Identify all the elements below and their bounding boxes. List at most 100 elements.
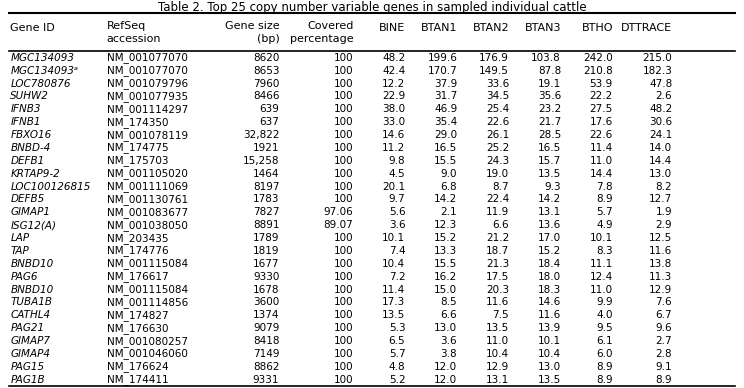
Text: 100: 100: [334, 233, 353, 243]
Text: LOC100126815: LOC100126815: [10, 182, 91, 192]
Text: BTAN2: BTAN2: [472, 23, 509, 33]
Text: 8.9: 8.9: [596, 362, 613, 372]
Text: 14.0: 14.0: [649, 143, 672, 153]
Text: 17.6: 17.6: [590, 117, 613, 127]
Text: 242.0: 242.0: [583, 53, 613, 63]
Text: 100: 100: [334, 169, 353, 179]
Text: 6.6: 6.6: [440, 310, 458, 320]
Text: 15.0: 15.0: [434, 284, 458, 294]
Text: 5.6: 5.6: [388, 207, 405, 217]
Text: 100: 100: [334, 130, 353, 140]
Text: 30.6: 30.6: [649, 117, 672, 127]
Text: 1789: 1789: [253, 233, 279, 243]
Text: CATHL4: CATHL4: [10, 310, 51, 320]
Text: NM_174827: NM_174827: [106, 310, 168, 321]
Text: 13.0: 13.0: [649, 169, 672, 179]
Text: PAG21: PAG21: [10, 323, 45, 333]
Text: 15,258: 15,258: [243, 156, 279, 166]
Text: BTAN3: BTAN3: [525, 23, 561, 33]
Text: 14.6: 14.6: [538, 298, 561, 307]
Text: 5.3: 5.3: [388, 323, 405, 333]
Text: 12.9: 12.9: [486, 362, 509, 372]
Text: NM_001077070: NM_001077070: [106, 65, 187, 76]
Text: 12.0: 12.0: [434, 375, 458, 385]
Text: 32,822: 32,822: [243, 130, 279, 140]
Text: 10.4: 10.4: [538, 349, 561, 359]
Text: 8.2: 8.2: [655, 182, 672, 192]
Text: 22.6: 22.6: [590, 130, 613, 140]
Text: 14.4: 14.4: [590, 169, 613, 179]
Text: 100: 100: [334, 182, 353, 192]
Text: 22.9: 22.9: [382, 92, 405, 102]
Text: 11.0: 11.0: [486, 336, 509, 346]
Text: 8418: 8418: [253, 336, 279, 346]
Text: 8.9: 8.9: [596, 375, 613, 385]
Text: (bp): (bp): [257, 35, 279, 45]
Text: 33.6: 33.6: [486, 79, 509, 88]
Text: 20.3: 20.3: [486, 284, 509, 294]
Text: 8653: 8653: [253, 66, 279, 76]
Text: BNBD10: BNBD10: [10, 284, 54, 294]
Text: 18.7: 18.7: [486, 246, 509, 256]
Text: RefSeq: RefSeq: [106, 21, 146, 31]
Text: 100: 100: [334, 104, 353, 114]
Text: 33.0: 33.0: [382, 117, 405, 127]
Text: 199.6: 199.6: [427, 53, 458, 63]
Text: NM_001038050: NM_001038050: [106, 220, 187, 231]
Text: 7.4: 7.4: [388, 246, 405, 256]
Text: 13.0: 13.0: [538, 362, 561, 372]
Text: 12.7: 12.7: [649, 194, 672, 204]
Text: 100: 100: [334, 375, 353, 385]
Text: 3.6: 3.6: [388, 220, 405, 230]
Text: Gene size: Gene size: [225, 21, 279, 31]
Text: 16.5: 16.5: [434, 143, 458, 153]
Text: NM_176630: NM_176630: [106, 323, 168, 334]
Text: 11.2: 11.2: [382, 143, 405, 153]
Text: NM_001115084: NM_001115084: [106, 258, 187, 269]
Text: 9.9: 9.9: [596, 298, 613, 307]
Text: 15.5: 15.5: [434, 259, 458, 269]
Text: BTAN1: BTAN1: [421, 23, 458, 33]
Text: 100: 100: [334, 323, 353, 333]
Text: 8.3: 8.3: [596, 246, 613, 256]
Text: 2.7: 2.7: [655, 336, 672, 346]
Text: 100: 100: [334, 79, 353, 88]
Text: 149.5: 149.5: [479, 66, 509, 76]
Text: 9.0: 9.0: [440, 169, 458, 179]
Text: NM_203435: NM_203435: [106, 233, 168, 244]
Text: 12.0: 12.0: [434, 362, 458, 372]
Text: NM_176624: NM_176624: [106, 361, 168, 372]
Text: 26.1: 26.1: [486, 130, 509, 140]
Text: 182.3: 182.3: [642, 66, 672, 76]
Text: 21.2: 21.2: [486, 233, 509, 243]
Text: 8862: 8862: [253, 362, 279, 372]
Text: 100: 100: [334, 156, 353, 166]
Text: 97.06: 97.06: [324, 207, 353, 217]
Text: 4.8: 4.8: [388, 362, 405, 372]
Text: GIMAP1: GIMAP1: [10, 207, 51, 217]
Text: 1464: 1464: [253, 169, 279, 179]
Text: 48.2: 48.2: [382, 53, 405, 63]
Text: 22.6: 22.6: [486, 117, 509, 127]
Text: NM_001114856: NM_001114856: [106, 297, 188, 308]
Text: 11.4: 11.4: [382, 284, 405, 294]
Text: 42.4: 42.4: [382, 66, 405, 76]
Text: 6.6: 6.6: [493, 220, 509, 230]
Text: 100: 100: [334, 53, 353, 63]
Text: 10.1: 10.1: [538, 336, 561, 346]
Text: 1374: 1374: [253, 310, 279, 320]
Text: 100: 100: [334, 194, 353, 204]
Text: 7.2: 7.2: [388, 272, 405, 282]
Text: 170.7: 170.7: [428, 66, 458, 76]
Text: 25.2: 25.2: [486, 143, 509, 153]
Text: 11.0: 11.0: [590, 284, 613, 294]
Text: 47.8: 47.8: [649, 79, 672, 88]
Text: 87.8: 87.8: [538, 66, 561, 76]
Text: 21.3: 21.3: [486, 259, 509, 269]
Text: 8.9: 8.9: [655, 375, 672, 385]
Text: 23.2: 23.2: [538, 104, 561, 114]
Text: 11.0: 11.0: [590, 156, 613, 166]
Text: LAP: LAP: [10, 233, 30, 243]
Text: NM_174350: NM_174350: [106, 117, 168, 128]
Text: NM_001105020: NM_001105020: [106, 168, 187, 179]
